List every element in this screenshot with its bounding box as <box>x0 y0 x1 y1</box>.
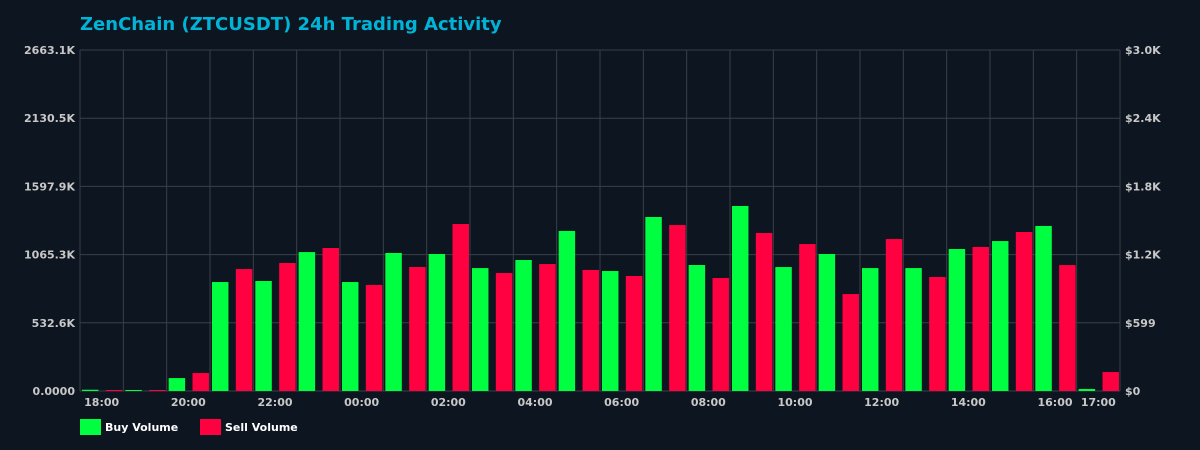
bar-sell <box>712 278 729 391</box>
bar-buy <box>775 267 792 391</box>
x-tick: 08:00 <box>691 396 726 409</box>
y-tick-right: $3.0K <box>1125 44 1161 57</box>
bar-buy <box>602 271 619 391</box>
x-tick: 16:00 <box>1037 396 1072 409</box>
bar-buy <box>818 253 836 391</box>
x-tick: 17:00 <box>1081 396 1116 409</box>
bar-sell <box>669 225 686 391</box>
bar-sell <box>192 373 209 391</box>
bar-sell <box>235 269 253 391</box>
x-tick: 02:00 <box>431 396 466 409</box>
y-tick-left: 2663.1K <box>24 44 75 57</box>
legend-buy-swatch <box>80 419 101 435</box>
x-tick: 04:00 <box>517 396 552 409</box>
bar-sell <box>409 266 426 391</box>
bar-sell <box>842 294 859 391</box>
bar-buy <box>212 282 229 391</box>
bar-sell <box>1102 372 1119 391</box>
bar-sell <box>972 246 989 391</box>
bar-sell <box>279 263 296 391</box>
bar-buy <box>732 205 749 391</box>
bar-sell <box>149 390 166 391</box>
y-tick-left: 1065.3K <box>24 249 75 262</box>
legend-sell-swatch <box>200 419 221 435</box>
bar-buy <box>905 268 922 391</box>
bar-sell <box>799 244 816 391</box>
bar-sell <box>539 264 556 391</box>
bar-buy <box>1035 225 1052 391</box>
x-tick: 22:00 <box>257 396 292 409</box>
bar-sell <box>1015 231 1033 391</box>
bar-buy <box>515 260 532 391</box>
x-tick: 06:00 <box>604 396 639 409</box>
y-tick-right: $0 <box>1125 385 1141 398</box>
chart-title: ZenChain (ZTCUSDT) 24h Trading Activity <box>80 14 502 35</box>
bar-sell <box>755 233 773 391</box>
bar-sell <box>322 248 339 391</box>
legend-buy-label: Buy Volume <box>105 420 179 434</box>
x-tick: 20:00 <box>171 396 206 409</box>
bar-buy <box>298 252 316 391</box>
x-tick: 10:00 <box>777 396 812 409</box>
x-tick: 12:00 <box>864 396 899 409</box>
legend-sell-label: Sell Volume <box>225 420 298 434</box>
bar-sell <box>452 224 469 391</box>
bar-sell <box>582 269 599 391</box>
bar-buy <box>472 268 489 391</box>
y-tick-right: $2.4K <box>1125 112 1161 125</box>
bar-sell <box>929 276 946 391</box>
bar-buy <box>385 252 402 391</box>
bar-buy <box>645 216 662 391</box>
y-tick-right: $599 <box>1125 317 1156 330</box>
bar-buy <box>688 265 706 391</box>
bar-buy <box>428 253 446 391</box>
bar-sell <box>1059 265 1076 391</box>
x-tick: 18:00 <box>84 396 119 409</box>
y-tick-left: 2130.5K <box>24 112 75 125</box>
bar-sell <box>365 284 383 391</box>
bar-buy <box>862 268 879 391</box>
bar-buy <box>558 230 576 391</box>
bar-sell <box>105 390 123 391</box>
y-tick-right: $1.8K <box>1125 180 1161 193</box>
y-tick-right: $1.2K <box>1125 249 1161 262</box>
legend-sell: Sell Volume <box>200 419 298 435</box>
bar-buy <box>342 282 359 391</box>
bar-sell <box>885 239 903 391</box>
y-tick-left: 0.0000 <box>33 385 76 398</box>
bar-buy <box>992 241 1009 391</box>
bar-buy <box>82 389 99 391</box>
bar-buy <box>948 248 966 391</box>
legend-buy: Buy Volume <box>80 419 178 435</box>
x-tick: 14:00 <box>951 396 986 409</box>
bar-sell <box>625 275 643 391</box>
x-tick: 00:00 <box>344 396 379 409</box>
bar-buy <box>125 389 142 391</box>
bar-buy <box>168 378 186 391</box>
y-tick-left: 532.6K <box>32 317 76 330</box>
bar-sell <box>495 273 513 391</box>
y-tick-left: 1597.9K <box>24 180 75 193</box>
bar-buy <box>1078 388 1096 391</box>
bar-buy <box>255 281 272 391</box>
